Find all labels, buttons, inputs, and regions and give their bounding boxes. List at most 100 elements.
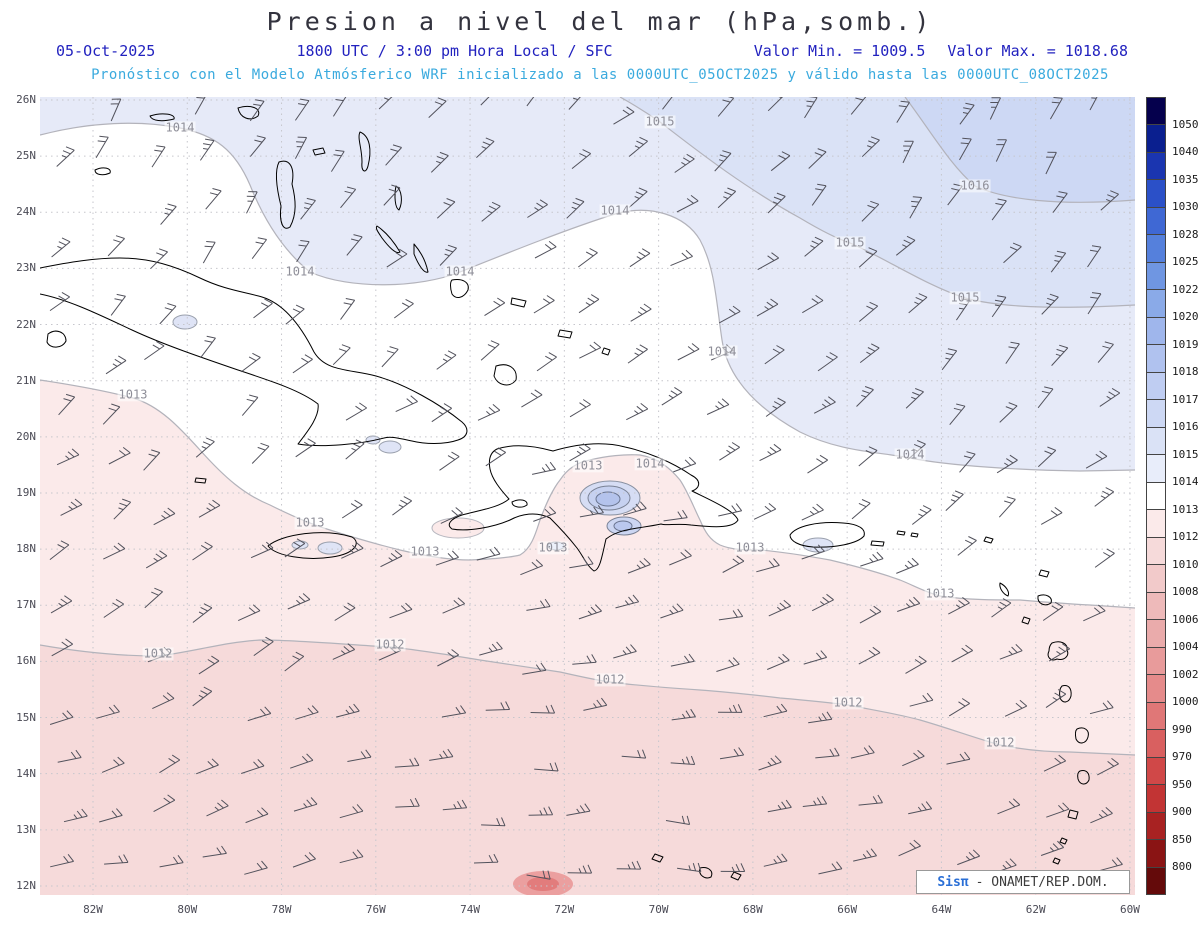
lat-label: 19N [16,485,36,499]
wind-barb [339,804,364,819]
contour-label: 1015 [949,290,981,305]
wind-barb [706,398,730,415]
wind-barb [1037,446,1057,468]
wind-barb [905,388,924,409]
wind-barb [767,799,792,813]
colorbar-tick-label: 1008 [1172,585,1199,599]
wind-barb [477,404,501,421]
wind-barb [989,97,1001,120]
wind-barb [244,860,268,875]
lat-label: 22N [16,317,36,331]
wind-barb [1049,97,1063,120]
watermark-box: Sisπ - ONAMET/REP.DOM. [916,870,1130,894]
wind-barb [1004,699,1028,717]
wind-barb [473,853,499,864]
wind-barb [567,864,593,874]
wind-barb [768,599,792,617]
colorbar-tick-label: 800 [1172,860,1192,874]
wind-barb [152,692,175,710]
wind-barb [850,97,867,115]
wind-barb [528,806,554,816]
wind-barb [1040,840,1065,856]
wind-barb [566,197,585,219]
wind-barb [101,756,125,773]
wind-barb [957,536,977,556]
watermark-text: - ONAMET/REP.DOM. [975,874,1109,890]
wind-barb [58,393,76,416]
wind-barb [578,247,598,268]
wind-barb [153,507,176,526]
wind-barb [335,703,360,718]
colorbar-tick-label: 1010 [1172,557,1199,571]
wind-barb [50,853,74,868]
wind-barb [533,295,555,314]
lon-label: 68W [742,903,763,916]
contour-label: 1012 [984,735,1016,750]
wind-barb [758,755,782,771]
colorbar-cell [1147,455,1165,483]
lon-label: 70W [648,903,669,916]
wind-barb [249,99,265,122]
wind-barb [533,506,557,522]
wind-barb [579,341,602,359]
wind-barb [159,303,177,325]
wind-barb [480,340,500,361]
wind-barb [674,153,695,173]
lat-label: 25N [16,149,36,163]
max-value: Valor Max. = 1018.68 [947,42,1128,60]
wind-barb [630,303,652,322]
wind-barb [767,192,786,214]
colorbar-tick-label: 1000 [1172,695,1199,709]
wind-barb [345,439,365,460]
wind-barb [909,196,923,219]
wind-barb [534,241,557,259]
wind-barb [949,403,966,426]
wind-barb [813,396,836,414]
wind-barb [860,551,884,567]
colorbar-cell [1147,345,1165,373]
wind-barb [339,849,364,864]
wind-barb [394,298,414,319]
wind-barb [661,386,683,406]
wind-barb [858,247,878,268]
wind-barb [296,240,310,263]
wind-barb [1097,341,1114,363]
wind-barb [241,759,265,774]
wind-barb [194,97,206,115]
wind-barb [716,657,740,672]
wind-barb [105,355,127,375]
colorbar-tick-label: 1015 [1172,447,1199,461]
lat-label: 14N [16,766,36,780]
wind-barb [764,345,785,365]
wind-barb [808,711,833,724]
wind-barb [292,852,316,868]
colorbar-tick-label: 850 [1172,832,1192,846]
wind-barb [340,298,356,320]
wind-barb [192,541,213,561]
wind-barb [859,343,880,363]
wind-barb [851,499,871,520]
colorbar-tick-label: 970 [1172,750,1192,764]
wind-barb [991,198,1007,221]
wind-barb [200,335,216,358]
wind-barb [802,294,824,314]
wind-barb [946,751,971,765]
colorbar-tick-label: 990 [1172,722,1192,736]
wind-barb [380,550,403,568]
wind-barb [1094,548,1115,568]
wind-barb [1050,250,1067,273]
lon-label: 72W [554,903,575,916]
contour-label: 1013 [409,544,441,559]
contour-label: 1014 [599,203,631,218]
wind-barb [948,698,970,717]
wind-barb [959,102,975,125]
wind-barb [199,138,215,161]
wind-barb [1042,601,1064,621]
wind-barb [1089,97,1098,111]
wind-barb [856,386,874,407]
wind-barb [293,797,318,812]
min-max-values: Valor Min. = 1009.5 Valor Max. = 1018.68 [754,42,1128,60]
contour-label: 1014 [164,120,196,135]
lat-label: 15N [16,710,36,724]
